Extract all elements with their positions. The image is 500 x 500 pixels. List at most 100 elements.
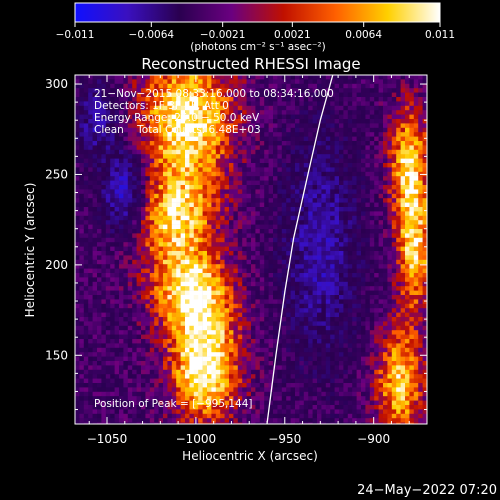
heatmap-cell [83,343,89,349]
heatmap-cell [308,264,313,269]
heatmap-cell [268,229,274,234]
heatmap-cell [264,110,269,115]
heatmap-cell [361,211,366,217]
heatmap-cell [202,334,208,340]
heatmap-cell [207,299,212,305]
heatmap-cell [312,185,318,190]
heatmap-cell [158,101,164,107]
heatmap-cell [299,246,305,252]
heatmap-cell [321,339,327,344]
heatmap-cell [158,308,164,313]
heatmap-cell [242,220,247,225]
heatmap-cell [180,321,186,327]
heatmap-cell [149,211,155,217]
heatmap-cell [207,123,212,129]
heatmap-cell [220,343,225,349]
heatmap-cell [374,123,379,129]
heatmap-cell [79,237,85,243]
heatmap-cell [154,242,159,247]
heatmap-cell [330,334,335,340]
heatmap-cell [185,317,190,322]
heatmap-cell [281,154,287,159]
heatmap-cell [361,105,366,111]
heatmap-cell [167,317,173,322]
heatmap-cell [83,92,89,98]
heatmap-cell [163,176,168,181]
heatmap-cell [158,114,164,120]
heatmap-cell [145,101,151,107]
heatmap-cell [233,286,239,291]
heatmap-cell [114,286,120,291]
heatmap-cell [79,198,85,203]
heatmap-cell [237,308,243,313]
heatmap-cell [127,321,133,327]
heatmap-cell [427,198,432,203]
heatmap-cell [369,339,375,344]
heatmap-cell [105,207,111,212]
heatmap-cell [365,154,371,159]
heatmap-cell [396,75,401,80]
heatmap-cell [229,268,234,274]
heatmap-cell [347,110,353,115]
heatmap-cell [405,176,410,181]
heatmap-cell [365,88,371,93]
heatmap-cell [422,308,427,313]
heatmap-cell [185,110,190,115]
heatmap-cell [92,171,98,177]
heatmap-cell [290,255,296,261]
heatmap-cell [242,105,247,111]
heatmap-cell [422,198,427,203]
heatmap-cell [303,299,309,305]
heatmap-cell [75,123,80,129]
heatmap-cell [290,264,296,269]
heatmap-cell [264,92,269,98]
heatmap-cell [299,176,305,181]
heatmap-cell [83,264,89,269]
heatmap-cell [136,281,142,287]
heatmap-cell [92,101,98,107]
heatmap-cell [110,281,115,287]
heatmap-cell [242,154,247,159]
heatmap-cell [123,259,129,265]
heatmap-cell [154,303,159,309]
heatmap-cell [97,251,102,256]
heatmap-cell [295,264,300,269]
heatmap-cell [97,141,102,146]
heatmap-cell [176,334,181,340]
heatmap-cell [229,224,234,230]
heatmap-cell [356,202,362,208]
heatmap-cell [387,264,393,269]
heatmap-cell [352,334,357,340]
heatmap-cell [202,145,208,151]
heatmap-cell [88,242,93,247]
heatmap-cell [149,171,155,177]
heatmap-cell [427,115,432,120]
heatmap-cell [242,229,247,234]
heatmap-cell [163,127,168,133]
heatmap-cell [277,171,283,177]
heatmap-cell [202,290,208,296]
heatmap-cell [110,202,115,208]
heatmap-cell [246,312,252,318]
heatmap-cell [75,132,80,137]
heatmap-cell [167,83,173,89]
heatmap-cell [378,290,384,296]
heatmap-cell [343,321,349,327]
heatmap-cell [255,242,261,247]
heatmap-cell [352,145,357,151]
heatmap-cell [295,215,300,221]
heatmap-cell [347,105,353,111]
heatmap-cell [88,167,93,173]
heatmap-cell [79,207,85,212]
heatmap-cell [202,88,208,93]
heatmap-cell [312,75,318,80]
heatmap-cell [374,251,379,256]
heatmap-cell [334,317,340,322]
heatmap-cell [149,224,155,230]
heatmap-cell [330,97,335,102]
heatmap-cell [427,137,432,142]
heatmap-cell [413,132,419,137]
heatmap-cell [189,101,195,107]
heatmap-cell [149,136,155,142]
heatmap-cell [413,83,419,89]
